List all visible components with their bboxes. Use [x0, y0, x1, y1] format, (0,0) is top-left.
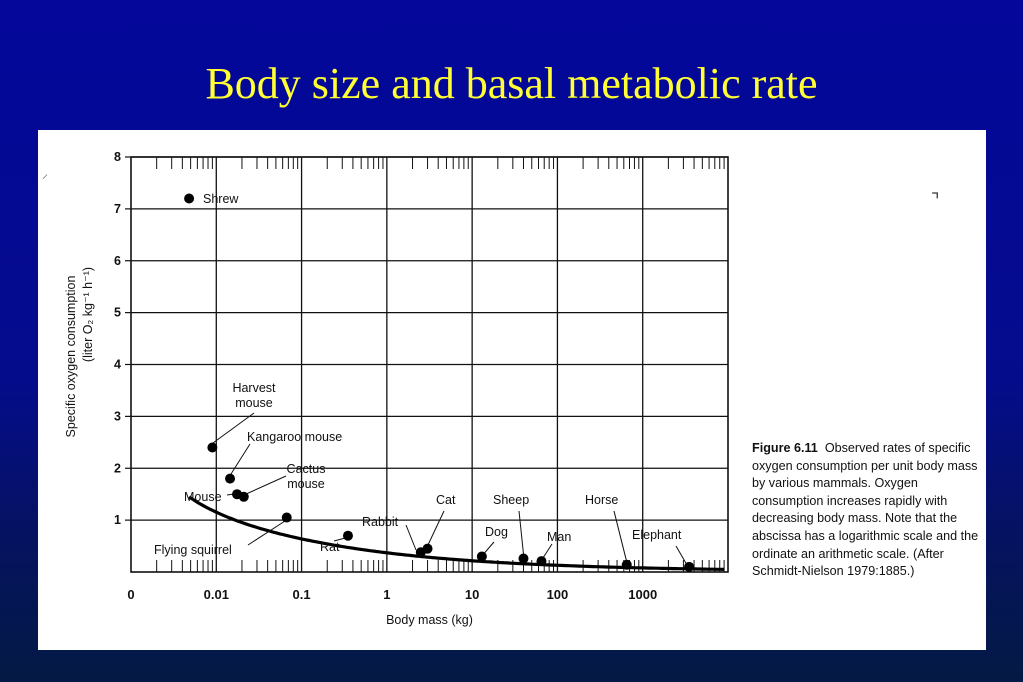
figure-caption: Figure 6.11 Observed rates of specific o… [752, 440, 988, 581]
data-point [621, 559, 632, 570]
y-tick-label: 6 [114, 254, 121, 268]
label-leader-line [212, 412, 255, 444]
data-point-label: Shrew [203, 192, 239, 206]
data-point-label: Man [547, 530, 571, 544]
data-point [476, 551, 487, 562]
y-tick-label: 4 [114, 358, 121, 372]
x-tick-label: 100 [547, 587, 569, 602]
x-tick-label: 0 [127, 587, 134, 602]
y-axis-label: Specific oxygen consumption [64, 276, 78, 438]
label-leader-line [243, 475, 287, 496]
data-point-label: Sheep [493, 493, 529, 507]
data-point-label: Horse [585, 493, 618, 507]
label-leader-line [613, 510, 628, 564]
x-tick-label: 0.1 [293, 587, 311, 602]
label-leader-line [230, 443, 251, 475]
y-tick-label: 5 [114, 306, 121, 320]
x-axis-label: Body mass (kg) [386, 613, 473, 627]
slide-title: Body size and basal metabolic rate [205, 59, 818, 108]
oxygen-consumption-chart: 1 2 3 4 5 6 7 8 0 0.01 0.1 1 10 100 1000 Body mass (kg)… [64, 150, 729, 627]
label-leader-line [247, 520, 286, 546]
label-leader-line [405, 524, 417, 551]
x-tick-label: 10 [465, 587, 479, 602]
x-tick-label: 1000 [628, 587, 657, 602]
y-tick-label: 2 [114, 461, 121, 475]
y-tick-label: 1 [114, 513, 121, 527]
data-point-label: mouse [287, 477, 325, 491]
y-tick-label: 7 [114, 202, 121, 216]
data-point [184, 193, 195, 204]
data-point-label: Dog [485, 525, 508, 539]
data-point-label: Mouse [184, 490, 222, 504]
label-leader-line [518, 510, 525, 560]
scan-speck: ⸍ [42, 172, 49, 186]
figure-panel: 1 2 3 4 5 6 7 8 0 0.01 0.1 1 10 100 1000 Body mass (kg)… [38, 130, 986, 650]
data-point [342, 530, 353, 541]
data-point-label: Elephant [632, 528, 682, 542]
y-tick-label: 8 [114, 150, 121, 164]
x-tick-label: 0.01 [204, 587, 229, 602]
data-point-label: mouse [235, 396, 273, 410]
data-point [536, 556, 547, 567]
data-point [422, 543, 433, 554]
data-point [684, 561, 695, 572]
y-tick-label: 3 [114, 409, 121, 423]
data-point [207, 442, 218, 453]
trend-curve [188, 495, 725, 571]
data-point [238, 491, 249, 502]
label-leader-line [426, 510, 445, 548]
data-point-label: Cat [436, 493, 456, 507]
data-point-label: Flying squirrel [154, 543, 232, 557]
figure-label: Figure 6.11 [752, 441, 818, 455]
y-axis-label-units: (liter O₂ kg⁻¹ h⁻¹) [81, 267, 95, 362]
data-point-label: Harvest [232, 381, 276, 395]
caption-text: Observed rates of specific oxygen consum… [752, 441, 979, 579]
x-tick-label: 1 [383, 587, 390, 602]
data-point [281, 512, 292, 523]
data-point-label: Rabbit [362, 515, 399, 529]
data-point [225, 473, 236, 484]
data-point [518, 553, 529, 564]
data-point-label: Cactus [287, 462, 326, 476]
label-leader-line [675, 545, 688, 566]
scan-mark: ⌝ [931, 190, 940, 210]
data-point-label: Kangaroo mouse [247, 430, 342, 444]
data-point-label: Rat [320, 540, 340, 554]
